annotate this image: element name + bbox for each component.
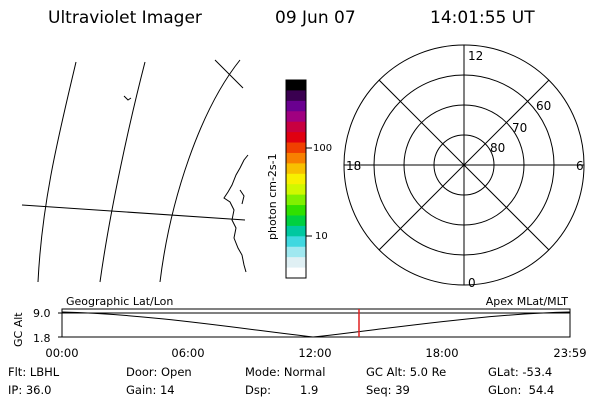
y-tick-1-8: 1.8 <box>33 332 51 345</box>
x-tick-1800: 18:00 <box>425 346 458 360</box>
apex-label: Apex MLat/MLT <box>486 295 569 308</box>
colorbar-band <box>286 194 306 206</box>
door-info: Door: Open <box>126 365 192 379</box>
flt-info: Flt: LBHL <box>8 365 60 379</box>
x-tick-0600: 06:00 <box>171 346 204 360</box>
app-title: Ultraviolet Imager <box>48 8 202 28</box>
coastline-outline <box>223 154 249 273</box>
time-label: 14:01:55 UT <box>430 8 535 28</box>
colorbar-band <box>286 132 306 144</box>
meridian-line <box>99 61 146 283</box>
colorbar-band <box>286 267 306 279</box>
glat-info: GLat: -53.4 <box>488 365 553 379</box>
x-tick-1200: 12:00 <box>298 346 331 360</box>
mlt-label-18: 18 <box>346 159 361 173</box>
colorbar-band <box>286 173 306 185</box>
colorbar-band <box>286 215 306 227</box>
colorbar-band <box>286 225 306 237</box>
altitude-curve <box>61 311 571 338</box>
mlat-label-80: 80 <box>490 141 505 155</box>
latitude-line <box>21 204 246 221</box>
meridian-line <box>159 59 241 283</box>
colorbar-band <box>286 184 306 196</box>
gcalt-info: GC Alt: 5.0 Re <box>366 365 447 379</box>
x-tick-2359: 23:59 <box>553 346 586 360</box>
colorbar-band <box>286 205 306 216</box>
glon-info: GLon: 54.4 <box>488 383 555 397</box>
mlt-label-0: 0 <box>468 276 476 290</box>
gain-info: Gain: 14 <box>126 383 175 397</box>
meridian-line <box>214 59 244 89</box>
x-tick-0000: 00:00 <box>45 346 78 360</box>
colorbar-tick-100: 100 <box>313 143 332 154</box>
mlt-label-12: 12 <box>468 49 483 63</box>
y-tick-9: 9.0 <box>33 307 51 320</box>
colorbar-band <box>286 100 306 112</box>
mlat-label-60: 60 <box>536 99 551 113</box>
colorbar-unit-label: photon cm-2s-1 <box>266 153 279 240</box>
mlt-label-6: 6 <box>576 159 584 173</box>
colorbar-band <box>286 246 306 258</box>
seq-info: Seq: 39 <box>366 383 410 397</box>
ip-info: IP: 36.0 <box>8 383 52 397</box>
colorbar-band <box>286 236 306 248</box>
colorbar-band <box>286 142 306 154</box>
colorbar-band <box>286 111 306 123</box>
island-outline <box>123 95 132 101</box>
colorbar-band <box>286 90 306 102</box>
colorbar-band <box>286 257 306 269</box>
dsp-value: 1.9 <box>300 383 319 397</box>
colorbar-band <box>286 152 306 164</box>
colorbar-band <box>286 121 306 133</box>
mlat-label-70: 70 <box>512 121 527 135</box>
date-label: 09 Jun 07 <box>275 8 356 28</box>
meridian-line <box>37 61 77 283</box>
dsp-label: Dsp: <box>245 383 272 397</box>
geographic-label: Geographic Lat/Lon <box>66 295 173 308</box>
y-axis-label: GC Alt <box>12 312 25 347</box>
colorbar-tick-10: 10 <box>315 231 328 242</box>
mode-info: Mode: Normal <box>245 365 326 379</box>
colorbar-band <box>286 80 306 91</box>
colorbar-band <box>286 163 306 175</box>
